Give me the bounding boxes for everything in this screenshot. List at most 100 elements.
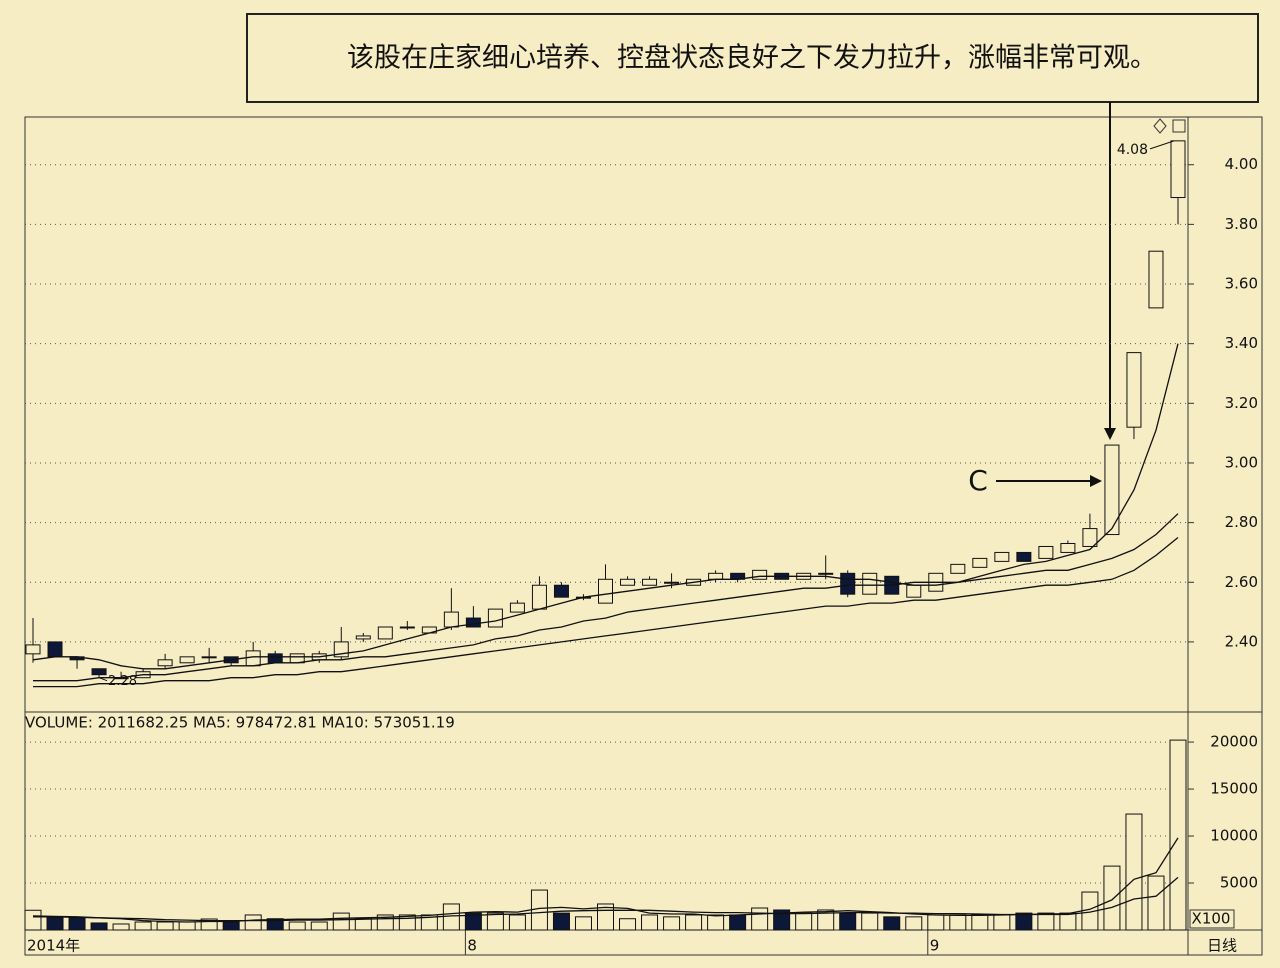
volume-bar — [310, 921, 328, 931]
volume-bar — [68, 917, 86, 931]
volume-bar — [90, 922, 108, 931]
volume-bar — [685, 914, 703, 931]
volume-bar — [288, 921, 306, 931]
y-tick-label: 4.00 — [1225, 155, 1258, 173]
y-tick-label: 20000 — [1210, 733, 1258, 751]
y-tick-label: 10000 — [1210, 827, 1258, 845]
volume-bar — [751, 907, 769, 931]
ma-line — [33, 513, 1179, 682]
volume-bar — [552, 912, 570, 931]
volume-bar — [200, 918, 218, 931]
volume-bar — [112, 923, 130, 931]
candle-body — [708, 572, 724, 580]
candle-body — [620, 578, 636, 586]
volume-bar — [244, 914, 262, 931]
volume-bar — [883, 916, 901, 931]
c-label: C — [968, 464, 988, 497]
square-icon — [1172, 119, 1186, 133]
volume-bar — [464, 912, 482, 931]
volume-bar — [354, 918, 372, 931]
volume-bar — [156, 921, 174, 931]
volume-bar — [1103, 865, 1121, 931]
volume-bar — [861, 912, 879, 931]
volume-bar — [508, 914, 526, 931]
volume-bar — [46, 917, 64, 931]
volume-bar — [707, 914, 725, 931]
candle-body — [377, 626, 393, 640]
candle-body — [1060, 542, 1076, 553]
candle-body — [862, 572, 878, 595]
volume-bar — [442, 903, 460, 931]
volume-bar — [178, 921, 196, 931]
unit-box — [1189, 909, 1235, 929]
y-tick-label: 3.40 — [1225, 334, 1258, 352]
high-label: 4.08 — [1117, 142, 1148, 158]
diamond-icon — [1153, 118, 1167, 134]
candle-body — [443, 611, 459, 628]
volume-bar — [619, 918, 637, 931]
candle-body — [487, 608, 503, 628]
volume-bar — [1037, 912, 1055, 931]
candle-body — [840, 572, 856, 595]
volume-bar — [332, 912, 350, 931]
volume-bar — [905, 916, 923, 931]
volume-bar — [24, 909, 42, 931]
volume-bar — [729, 914, 747, 931]
volume-bar — [1015, 912, 1033, 931]
volume-bar — [663, 916, 681, 931]
frame — [24, 116, 1263, 956]
candle-body — [1082, 528, 1098, 547]
ma-line — [33, 536, 1179, 688]
volume-bar — [839, 912, 857, 931]
y-tick-label: 15000 — [1210, 780, 1258, 798]
candle-body — [1038, 545, 1054, 559]
low-pointer — [98, 677, 108, 682]
candle-body — [818, 572, 834, 575]
y-tick-label: 2.40 — [1225, 632, 1258, 650]
volume-bar — [530, 889, 548, 931]
unit-label: X100 — [1192, 910, 1231, 928]
volume-bar — [486, 912, 504, 931]
volume-bar — [993, 914, 1011, 931]
candle-body — [906, 584, 922, 598]
candle-body — [267, 653, 283, 664]
candle-body — [553, 584, 569, 598]
volume-bar — [1059, 912, 1077, 931]
candle-body — [1016, 551, 1032, 562]
volume-bar — [222, 921, 240, 931]
period-label: 日线 — [1207, 937, 1237, 955]
y-tick-label: 3.80 — [1225, 215, 1258, 233]
x-tick-label: 9 — [930, 937, 940, 955]
volume-bar — [795, 912, 813, 931]
volume-bar — [266, 918, 284, 931]
volume-bar — [773, 909, 791, 931]
volume-bar — [949, 914, 967, 931]
candle-body — [157, 659, 173, 667]
candle-body — [355, 635, 371, 640]
candle-body — [509, 602, 525, 613]
volume-bar — [817, 909, 835, 931]
high-pointer — [1149, 140, 1175, 150]
y-tick-label: 3.00 — [1225, 453, 1258, 471]
low-label: 2.28 — [108, 674, 137, 689]
candle-body — [179, 656, 195, 664]
candle-body — [994, 551, 1010, 562]
candle-body — [201, 656, 217, 659]
y-tick-label: 3.20 — [1225, 394, 1258, 412]
candle-body — [1104, 444, 1120, 536]
candle-body — [399, 626, 415, 629]
volume-bar — [574, 916, 592, 931]
candle-body — [950, 563, 966, 574]
volume-bar — [1125, 813, 1143, 931]
callout-text: 该股在庄家细心培养、控盘状态良好之下发力拉升，涨幅非常可观。 — [347, 43, 1157, 74]
ma-line — [32, 837, 1179, 923]
y-tick-label: 5000 — [1220, 874, 1258, 892]
volume-bar — [1147, 875, 1165, 931]
y-tick-label: 2.60 — [1225, 573, 1258, 591]
callout-box — [246, 13, 1259, 103]
x-tick-label: 8 — [467, 937, 477, 955]
candle-body — [91, 668, 107, 676]
candle-body — [465, 617, 481, 628]
candle-body — [642, 578, 658, 586]
